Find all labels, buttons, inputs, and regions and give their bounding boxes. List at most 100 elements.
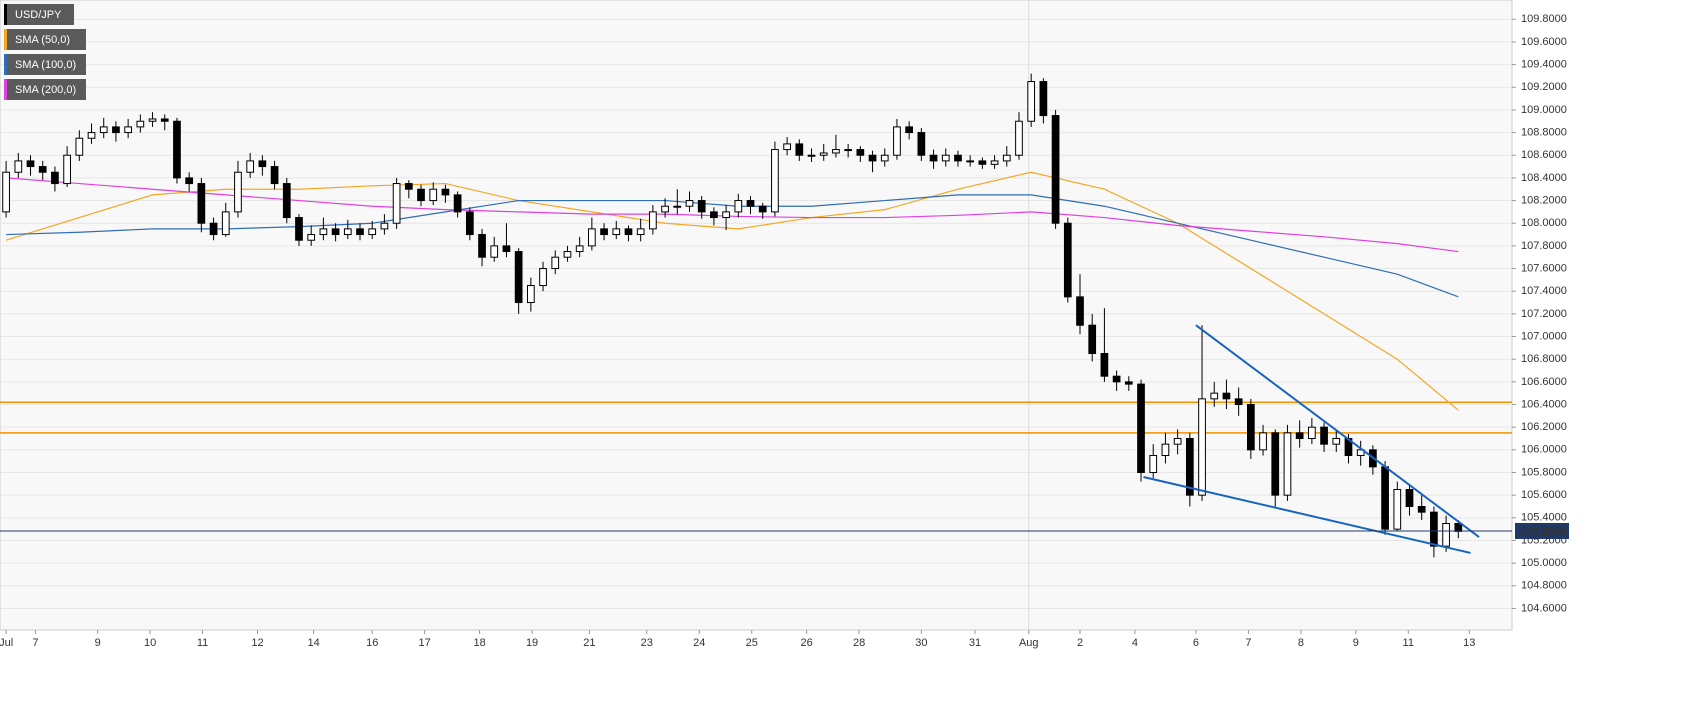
candle-body [539, 268, 547, 287]
candle-body [600, 228, 608, 236]
candle-body [941, 154, 950, 162]
legend-label: SMA (200,0) [15, 84, 76, 96]
y-tick-label: 109.2000 [1521, 81, 1567, 93]
candle-body [502, 245, 511, 253]
y-tick-label: 104.6000 [1521, 602, 1567, 614]
x-tick-label: 23 [641, 637, 653, 649]
candle-body [514, 251, 523, 304]
legend-swatch [4, 29, 7, 50]
candle-body [1259, 432, 1267, 451]
candle-body [832, 149, 840, 154]
y-tick-label: 107.4000 [1521, 285, 1567, 297]
candle-body [1198, 398, 1206, 496]
candle-body [905, 126, 914, 134]
candle-body [453, 194, 462, 213]
candle-body [197, 183, 206, 224]
x-tick-label: 12 [251, 637, 263, 649]
legend-box [4, 29, 86, 50]
candle-body [1015, 120, 1023, 156]
candle-body [1283, 432, 1292, 496]
candle-body [124, 126, 132, 134]
candle-body [563, 251, 572, 258]
y-tick-label: 106.0000 [1521, 444, 1567, 456]
candle-body [612, 228, 621, 236]
candle-body [380, 222, 389, 230]
candle-body [38, 166, 47, 173]
x-tick-label: 11 [197, 637, 208, 649]
candle-body [880, 154, 889, 162]
candle-body [758, 205, 767, 213]
candle-body [319, 228, 328, 236]
candle-body [1320, 426, 1328, 445]
candle-body [844, 149, 852, 152]
candle-body [954, 154, 962, 162]
candle-body [185, 177, 194, 185]
candle-body [1246, 404, 1255, 451]
legend-label: USD/JPY [15, 9, 62, 21]
y-tick-label: 105.0000 [1521, 557, 1567, 569]
candle-body [1234, 398, 1243, 406]
candle-body [26, 160, 35, 168]
y-tick-label: 107.6000 [1521, 262, 1567, 274]
x-tick-label: 31 [969, 637, 981, 649]
candle-body [490, 245, 499, 258]
candle-body [465, 211, 474, 236]
candle-body [1112, 375, 1121, 383]
candle-body [14, 160, 23, 173]
x-tick-label: Jul [0, 637, 13, 649]
y-tick-label: 108.0000 [1521, 217, 1567, 229]
candle-body [246, 160, 255, 173]
y-tick-label: 105.4000 [1521, 512, 1567, 524]
candle-body [1381, 466, 1389, 530]
candle-body [1149, 455, 1158, 474]
y-tick-label: 108.6000 [1521, 149, 1567, 161]
candle-body [1332, 438, 1341, 445]
x-tick-label: 25 [746, 637, 758, 649]
candle-body [1039, 81, 1048, 117]
candle-body [63, 154, 71, 185]
x-tick-label: 6 [1193, 637, 1199, 649]
candle-body [392, 183, 401, 224]
candle-body [966, 160, 975, 163]
candle-body [160, 118, 169, 122]
x-tick-label: 21 [583, 637, 595, 649]
candle-body [746, 200, 755, 207]
candle-body [868, 154, 877, 162]
candle-body [917, 132, 926, 156]
candle-body [526, 285, 535, 304]
legend-label: SMA (100,0) [15, 59, 76, 71]
candle-body [1454, 522, 1463, 532]
candle-body [429, 188, 438, 202]
candle-body [99, 126, 108, 134]
y-tick-label: 108.8000 [1521, 126, 1567, 138]
legend-swatch [4, 4, 7, 25]
candle-body [1271, 432, 1280, 496]
plot-area [0, 0, 1513, 631]
candle-body [1027, 81, 1036, 122]
y-tick-label: 105.6000 [1521, 489, 1567, 501]
candle-body [929, 154, 938, 162]
x-tick-label: 18 [473, 637, 485, 649]
candle-body [1430, 511, 1438, 547]
y-tick-label: 106.4000 [1521, 398, 1567, 410]
candle-body [978, 160, 987, 165]
x-tick-label: 14 [308, 637, 320, 649]
legend: USD/JPY SMA (50,0) SMA (100,0) SMA (200,0) [4, 4, 86, 100]
y-tick-label: 109.8000 [1521, 13, 1567, 25]
candle-body [1210, 392, 1219, 400]
legend-label: SMA (50,0) [15, 34, 70, 46]
candle-body [710, 211, 718, 219]
last-price-label: 105.2840 [1520, 526, 1566, 538]
x-tick-label: 16 [366, 637, 378, 649]
candle-body [588, 228, 596, 247]
candle-body [307, 234, 316, 241]
legend-swatch [4, 54, 7, 75]
y-tick-label: 105.8000 [1521, 466, 1567, 478]
candle-body [295, 217, 303, 241]
candle-body [685, 200, 694, 207]
x-tick-label: 8 [1298, 637, 1304, 649]
x-tick-label: 30 [915, 637, 927, 649]
candle-body [1002, 154, 1011, 162]
trend-line [1195, 324, 1480, 538]
candle-body [673, 205, 682, 208]
